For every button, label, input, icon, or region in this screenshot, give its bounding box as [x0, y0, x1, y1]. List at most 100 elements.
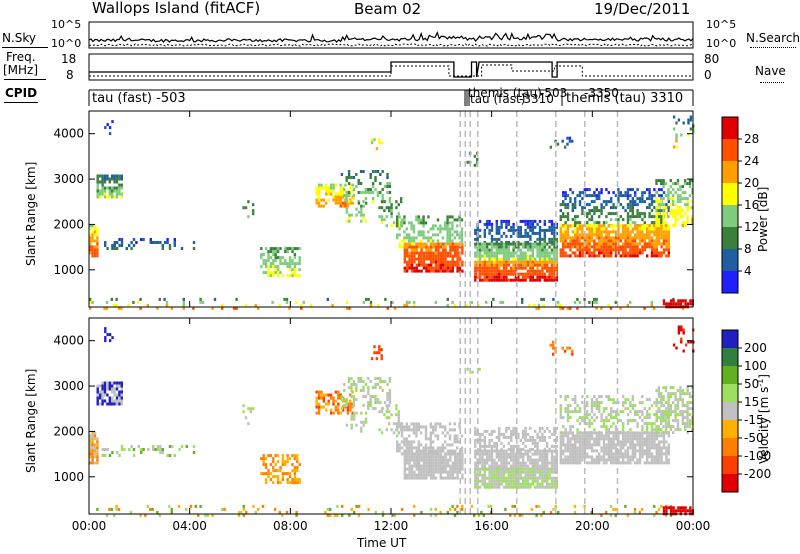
- data-cell: [566, 437, 570, 441]
- data-cell: [522, 485, 525, 489]
- data-cell: [626, 197, 630, 201]
- data-cell: [593, 254, 596, 258]
- data-cell: [605, 458, 608, 462]
- data-cell: [108, 126, 112, 130]
- data-cell: [586, 227, 589, 231]
- data-cell: [610, 200, 613, 204]
- data-cell: [526, 248, 530, 252]
- data-cell: [242, 507, 245, 511]
- data-cell: [578, 242, 582, 246]
- data-cell: [364, 197, 368, 200]
- data-cell: [653, 251, 656, 255]
- data-cell: [349, 183, 352, 187]
- data-cell: [408, 300, 411, 304]
- data-cell: [588, 227, 591, 231]
- data-cell: [405, 233, 408, 237]
- data-cell: [96, 452, 99, 456]
- data-cell: [564, 245, 567, 249]
- data-cell: [429, 513, 433, 517]
- data-cell: [442, 461, 445, 465]
- data-cell: [493, 449, 496, 453]
- data-cell: [296, 478, 299, 482]
- data-cell: [531, 266, 534, 270]
- data-cell: [89, 306, 92, 310]
- data-cell: [687, 133, 690, 137]
- data-cell: [634, 431, 637, 435]
- data-cell: [546, 444, 549, 448]
- data-cell: [493, 429, 496, 433]
- data-cell: [434, 242, 438, 246]
- data-cell: [498, 464, 501, 468]
- data-cell: [614, 507, 617, 511]
- data-cell: [550, 219, 554, 223]
- data-cell: [514, 432, 518, 436]
- data-cell: [507, 248, 510, 252]
- data-cell: [543, 219, 546, 223]
- data-cell: [427, 215, 430, 219]
- data-cell: [111, 244, 114, 247]
- data-cell: [180, 445, 184, 448]
- data-cell: [317, 396, 321, 400]
- data-cell: [274, 469, 277, 473]
- data-cell: [347, 176, 351, 179]
- data-cell: [660, 452, 663, 456]
- data-cell: [397, 419, 400, 423]
- data-cell: [410, 263, 414, 267]
- data-cell: [380, 215, 384, 219]
- data-cell: [538, 449, 542, 453]
- data-cell: [199, 297, 202, 301]
- data-cell: [631, 236, 634, 240]
- data-cell: [541, 263, 544, 267]
- data-cell: [622, 242, 625, 246]
- data-cell: [629, 437, 632, 441]
- data-cell: [546, 248, 549, 252]
- data-cell: [296, 466, 299, 470]
- data-cell: [481, 482, 484, 486]
- data-cell: [538, 272, 542, 276]
- data-cell: [612, 455, 615, 459]
- data-cell: [108, 402, 111, 406]
- data-cell: [534, 260, 537, 264]
- data-cell: [408, 461, 411, 465]
- data-cell: [655, 197, 658, 201]
- data-cell: [498, 245, 501, 249]
- data-cell: [345, 194, 348, 197]
- data-cell: [91, 239, 94, 243]
- data-cell: [439, 422, 442, 426]
- data-cell: [614, 242, 618, 246]
- data-cell: [474, 461, 477, 465]
- data-cell: [91, 446, 94, 450]
- data-cell: [541, 435, 544, 439]
- data-cell: [688, 392, 692, 396]
- data-cell: [686, 218, 689, 222]
- data-cell: [352, 380, 356, 383]
- data-cell: [403, 473, 406, 477]
- data-cell: [460, 446, 464, 450]
- data-cell: [171, 445, 174, 448]
- data-cell: [614, 212, 618, 216]
- data-cell: [529, 275, 532, 279]
- data-cell: [500, 476, 503, 480]
- data-cell: [369, 404, 372, 407]
- data-cell: [317, 408, 321, 412]
- data-cell: [439, 257, 442, 261]
- data-cell: [559, 461, 562, 465]
- data-cell: [667, 302, 670, 306]
- data-cell: [658, 251, 661, 255]
- data-cell: [337, 405, 340, 409]
- data-cell: [274, 271, 277, 275]
- data-cell: [418, 473, 421, 477]
- data-cell: [667, 404, 670, 408]
- data-cell: [329, 393, 333, 397]
- data-cell: [396, 428, 399, 432]
- data-cell: [397, 413, 400, 417]
- data-cell: [626, 227, 630, 231]
- data-cell: [519, 278, 522, 282]
- data-cell: [488, 242, 491, 246]
- data-cell: [456, 224, 459, 228]
- data-cell: [555, 231, 558, 235]
- data-cell: [502, 467, 506, 471]
- data-cell: [337, 198, 340, 202]
- data-cell: [641, 443, 644, 447]
- data-cell: [672, 209, 675, 213]
